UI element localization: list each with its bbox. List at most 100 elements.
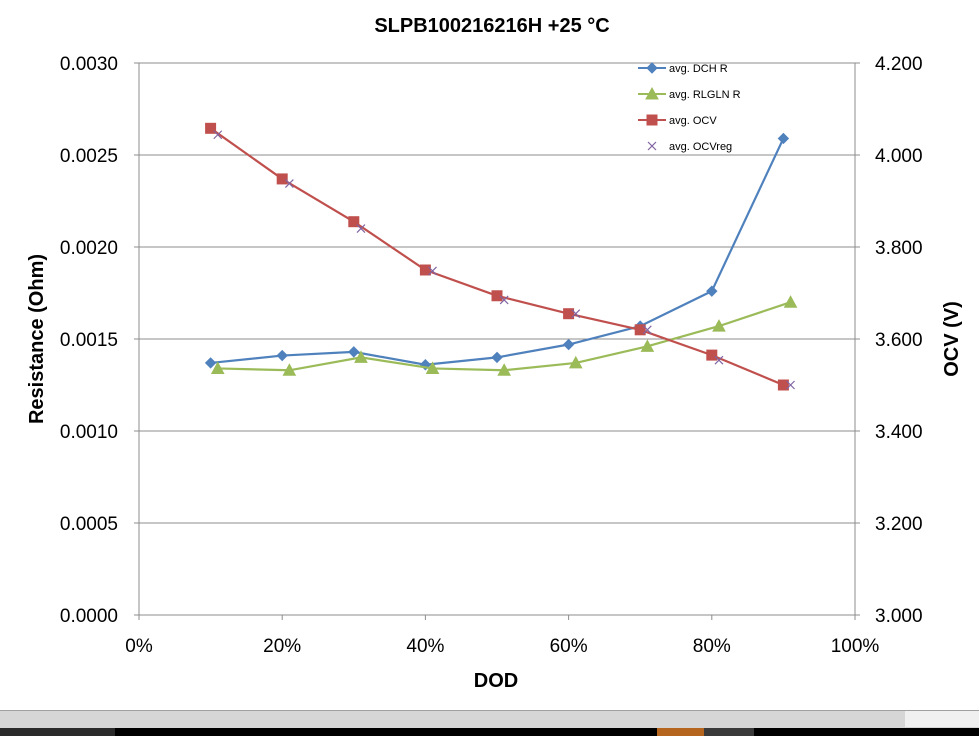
legend-marker xyxy=(647,141,657,151)
legend-label: avg. OCV xyxy=(669,115,717,127)
y-axis-right-label: OCV (V) xyxy=(941,301,963,377)
series-rlgln-r xyxy=(210,295,798,376)
x-marker-stroke xyxy=(499,295,509,305)
y-left-tick-label: 0.0015 xyxy=(60,330,118,351)
chart-title: SLPB100216216H +25 °C xyxy=(374,15,609,37)
y-left-tick-label: 0.0025 xyxy=(60,146,118,167)
y-right-tick-label: 4.000 xyxy=(875,146,923,167)
y-right-tick-label: 3.000 xyxy=(875,606,923,627)
taskbar xyxy=(0,710,979,736)
data-point-ocv xyxy=(491,290,503,302)
taskbar-button[interactable] xyxy=(0,728,115,736)
y-right-tick-label: 3.600 xyxy=(875,330,923,351)
legend-label: avg. OCVreg xyxy=(669,141,732,153)
y-left-tick-label: 0.0010 xyxy=(60,422,118,443)
y-right-tick-label: 3.200 xyxy=(875,514,923,535)
data-point-rlgln-r xyxy=(783,295,798,308)
data-point-ocv xyxy=(706,349,718,361)
chart: SLPB100216216H +25 °C 0.0000 3.000 0.0005 3… xyxy=(26,15,963,692)
data-point-dch-r xyxy=(348,346,360,358)
data-point-dch-r xyxy=(706,285,718,297)
x-tick-label: 60% xyxy=(550,636,588,657)
x-tick-label: 100% xyxy=(831,636,880,657)
x-tick-label: 80% xyxy=(693,636,731,657)
axes-layer xyxy=(134,62,860,620)
data-point-dch-r xyxy=(562,338,575,351)
data-point-dch-r xyxy=(491,351,503,364)
x-marker-stroke xyxy=(786,380,795,390)
data-point-ocvreg xyxy=(428,266,437,276)
y-left-tick-label: 0.0020 xyxy=(60,238,118,259)
data-point-dch-r xyxy=(276,349,288,362)
x-marker-stroke xyxy=(714,355,724,365)
series-ocv xyxy=(205,122,789,391)
x-marker-stroke xyxy=(571,309,581,319)
series-line-rlgln-r xyxy=(217,301,791,372)
y-axis-left-label: Resistance (Ohm) xyxy=(26,254,48,424)
legend-item: avg. OCVreg xyxy=(647,141,732,153)
legend-marker xyxy=(646,62,658,74)
x-tick-label: 0% xyxy=(125,636,153,657)
legend-item: avg. OCV xyxy=(638,114,717,127)
series-layer xyxy=(204,122,798,391)
taskbar-button[interactable] xyxy=(704,728,754,736)
data-point-ocv xyxy=(419,264,431,276)
data-point-rlgln-r xyxy=(210,361,225,374)
data-point-dch-r xyxy=(204,357,217,369)
legend-marker xyxy=(645,86,659,100)
y-right-tick-label: 3.800 xyxy=(875,238,923,259)
legend-item: avg. RLGLN R xyxy=(638,86,741,101)
y-left-tick-label: 0.0000 xyxy=(60,606,118,627)
series-ocvreg xyxy=(213,130,795,390)
data-point-rlgln-r xyxy=(712,319,726,332)
data-point-ocvreg xyxy=(571,309,581,319)
legend-item: avg. DCH R xyxy=(638,62,728,75)
data-point-rlgln-r xyxy=(568,355,583,369)
legend-marker xyxy=(646,114,658,126)
data-point-ocvreg xyxy=(284,179,294,188)
data-point-ocvreg xyxy=(213,130,223,140)
data-point-ocv xyxy=(563,308,575,320)
y-right-tick-label: 4.200 xyxy=(875,54,923,75)
series-dch-r xyxy=(204,132,790,371)
legend-label: avg. RLGLN R xyxy=(669,89,741,101)
data-point-rlgln-r xyxy=(497,363,512,376)
ticks-layer: 0.0000 3.000 0.0005 3.200 0.0010 3.400 0.0015 3… xyxy=(60,54,923,657)
data-point-rlgln-r xyxy=(354,350,368,363)
data-point-ocvreg xyxy=(499,295,509,305)
chart-svg: SLPB100216216H +25 °C 0.0000 3.000 0.0005 3… xyxy=(26,15,963,692)
series-line-ocv xyxy=(209,127,784,387)
data-point-dch-r xyxy=(777,132,790,145)
x-tick-label: 40% xyxy=(406,636,444,657)
data-point-ocv xyxy=(276,173,288,185)
x-axis-label: DOD xyxy=(474,670,518,692)
data-point-ocv xyxy=(777,379,789,391)
taskbar-button-active[interactable] xyxy=(657,728,704,736)
series-line-dch-r xyxy=(210,137,785,366)
data-point-ocv xyxy=(205,122,217,134)
data-point-ocvreg xyxy=(786,380,795,390)
data-point-rlgln-r xyxy=(282,363,297,376)
x-marker-stroke xyxy=(647,141,657,151)
data-point-ocv xyxy=(634,324,646,336)
data-point-rlgln-r xyxy=(425,361,440,374)
legend: avg. DCH R avg. RLGLN R avg. OCV avg. OCVre… xyxy=(638,62,741,153)
data-point-ocv xyxy=(348,216,360,228)
x-tick-label: 20% xyxy=(263,636,301,657)
taskbar-strip-right xyxy=(905,711,979,727)
taskbar-bar xyxy=(0,728,979,736)
x-marker-stroke xyxy=(284,179,294,188)
x-marker-stroke xyxy=(213,130,223,140)
y-left-tick-label: 0.0005 xyxy=(60,514,118,535)
data-point-ocvreg xyxy=(356,224,366,234)
x-marker-stroke xyxy=(428,266,437,276)
y-right-tick-label: 3.400 xyxy=(875,422,923,443)
taskbar-strip xyxy=(0,710,979,728)
grid-layer xyxy=(139,62,855,524)
data-point-rlgln-r xyxy=(640,339,655,352)
data-point-ocvreg xyxy=(642,325,652,335)
data-point-ocvreg xyxy=(714,355,724,365)
x-marker-stroke xyxy=(642,325,652,335)
legend-label: avg. DCH R xyxy=(669,63,728,75)
y-left-tick-label: 0.0030 xyxy=(60,54,118,75)
